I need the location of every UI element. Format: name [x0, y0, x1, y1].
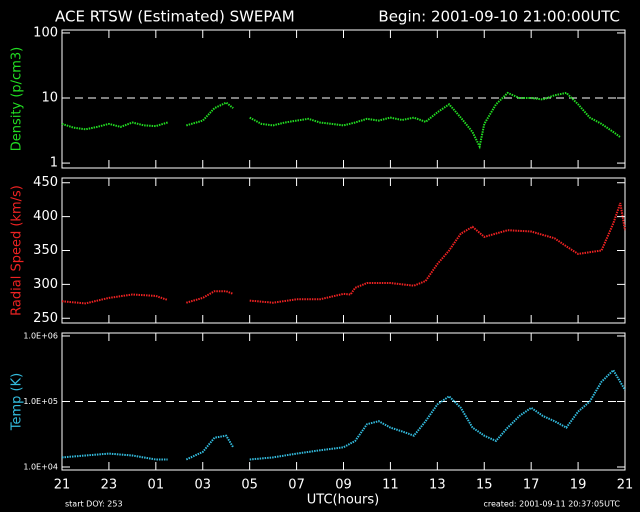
x-tick-label: 07 [288, 478, 305, 493]
y-axis-label: Temp (K) [10, 373, 25, 431]
y-tick-label: 300 [33, 277, 58, 292]
y-tick-label: 350 [33, 243, 58, 258]
y-axis-label: Density (p/cm3) [10, 47, 25, 151]
data-line [61, 368, 626, 461]
x-tick-label: 09 [335, 478, 352, 493]
x-tick-label: 15 [476, 478, 493, 493]
x-tick-label: 01 [148, 478, 165, 493]
y-tick-label: 100 [33, 25, 58, 40]
y-tick-label: 1.0E+05 [23, 397, 58, 406]
data-line [61, 202, 626, 305]
title: ACE RTSW (Estimated) SWEPAM [55, 8, 295, 26]
x-tick-label: 05 [241, 478, 258, 493]
data-line [61, 91, 621, 150]
x-tick-label: 17 [523, 478, 540, 493]
y-tick-label: 250 [33, 311, 58, 326]
y-tick-label: 400 [33, 209, 58, 224]
x-axis-label: UTC(hours) [307, 493, 379, 508]
created-time: created: 2001-09-11 20:37:05UTC [483, 500, 620, 509]
x-tick-label: 03 [194, 478, 211, 493]
begin-time: Begin: 2001-09-10 21:00:00UTC [378, 8, 620, 26]
panel-frame [61, 177, 626, 324]
y-tick-label: 1.0E+06 [23, 331, 58, 340]
y-tick-label: 10 [41, 91, 58, 106]
x-tick-label: 21 [54, 478, 71, 493]
x-tick-label: 13 [429, 478, 446, 493]
y-tick-label: 450 [33, 175, 58, 190]
y-tick-label: 1.0E+04 [23, 463, 58, 472]
start-doy: start DOY: 253 [65, 500, 123, 509]
y-tick-label: 1 [50, 156, 58, 171]
panel-frame [61, 29, 626, 169]
x-tick-label: 23 [101, 478, 118, 493]
x-tick-label: 19 [570, 478, 587, 493]
x-tick-label: 21 [617, 478, 634, 493]
y-axis-label: Radial Speed (km/s) [10, 185, 25, 316]
x-tick-label: 11 [382, 478, 399, 493]
